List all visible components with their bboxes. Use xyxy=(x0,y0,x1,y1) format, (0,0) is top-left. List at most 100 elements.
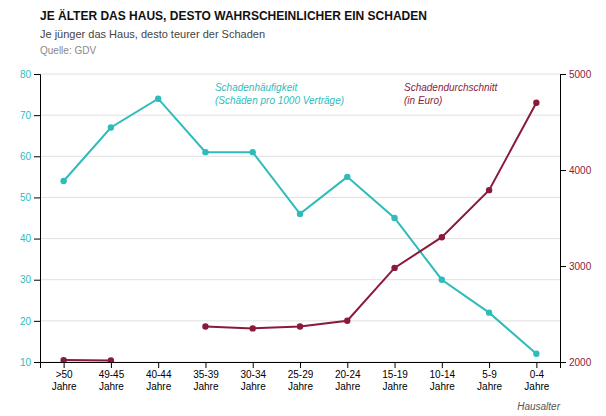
point xyxy=(108,124,114,130)
series-line xyxy=(64,103,537,361)
x-tick: 25-29Jahre xyxy=(288,362,314,392)
axis-domain xyxy=(34,75,41,363)
text-line: 49-45 xyxy=(99,369,125,380)
y-tick: 80 xyxy=(20,69,40,80)
point xyxy=(439,277,445,283)
point xyxy=(250,149,256,155)
tick-mark xyxy=(34,74,40,75)
point xyxy=(250,325,256,331)
tick-mark xyxy=(34,321,40,322)
title: JE ÄLTER DAS HAUS, DESTO WAHRSCHEINLICHE… xyxy=(40,8,427,23)
x-tick-label: 0-4Jahre xyxy=(524,369,549,392)
point xyxy=(486,187,492,193)
tick-mark xyxy=(536,362,537,368)
text-line: Jahre xyxy=(146,381,171,392)
point xyxy=(297,211,303,217)
point xyxy=(533,351,539,357)
text-line: Jahre xyxy=(241,381,266,392)
y-tick-label: 30 xyxy=(20,274,32,285)
tick-mark xyxy=(34,115,40,116)
y-tick-label: 80 xyxy=(20,69,32,80)
subtitle: Je jünger das Haus, desto teurer der Sch… xyxy=(40,28,265,40)
grid xyxy=(40,74,560,362)
x-tick: 35-39Jahre xyxy=(193,362,219,392)
axis-domain xyxy=(41,363,561,369)
tick-mark xyxy=(34,280,40,281)
point xyxy=(486,309,492,315)
x-axis: >50Jahre49-45Jahre40-44Jahre35-39Jahre30… xyxy=(41,362,561,392)
x-tick: 40-44Jahre xyxy=(146,362,172,392)
text-line: Schadenhäufigkeit xyxy=(215,82,299,93)
tick-mark xyxy=(34,362,40,363)
annotation: Schadenhäufigkeit (Schäden pro 1000 Vertr… xyxy=(215,82,344,106)
y-axis-right: 2000 3000 4000 5000 xyxy=(560,69,592,368)
text-line: (in Euro) xyxy=(404,95,442,106)
y-tick-label: 20 xyxy=(20,316,32,327)
annotation: Schadendurchschnitt(in Euro) xyxy=(404,82,499,106)
point xyxy=(391,215,397,221)
point xyxy=(202,323,208,329)
text-line: Jahre xyxy=(288,381,313,392)
tick-mark xyxy=(34,197,40,198)
x-tick: 10-14Jahre xyxy=(430,362,456,392)
x-tick-label: 40-44Jahre xyxy=(146,369,172,392)
text-line: Jahre xyxy=(524,381,549,392)
text-line: >50 xyxy=(56,369,73,380)
text-line: 0-4 xyxy=(530,369,545,380)
text-line: 35-39 xyxy=(193,369,219,380)
y2-tick-label: 2000 xyxy=(569,357,592,368)
grid-line xyxy=(40,115,560,116)
tick-mark xyxy=(253,362,254,368)
text-line: 15-19 xyxy=(382,369,408,380)
point xyxy=(344,174,350,180)
y2-tick: 4000 xyxy=(560,165,592,176)
tick-mark xyxy=(395,362,396,368)
y-tick-label: 60 xyxy=(20,151,32,162)
y-tick-label: 70 xyxy=(20,110,32,121)
point xyxy=(391,265,397,271)
text-line: (Schäden pro 1000 Verträge) xyxy=(215,95,344,106)
point xyxy=(108,357,114,362)
point xyxy=(297,323,303,329)
x-tick-label: 15-19Jahre xyxy=(382,369,408,392)
text-line: Jahre xyxy=(383,381,408,392)
tick-mark xyxy=(205,362,206,368)
text-line: 20-24 xyxy=(335,369,361,380)
y-axis-left: 10 20 30 40 50 60 70 80 xyxy=(20,69,41,368)
x-tick: 20-24Jahre xyxy=(335,362,361,392)
y2-tick: 3000 xyxy=(560,261,592,272)
x-tick-label: 30-34Jahre xyxy=(240,369,266,392)
y-tick-label: 10 xyxy=(20,357,32,368)
x-tick-label: 10-14Jahre xyxy=(430,369,456,392)
y2-tick-label: 5000 xyxy=(569,69,592,80)
text-line: 10-14 xyxy=(430,369,456,380)
point xyxy=(202,149,208,155)
y-tick: 10 xyxy=(20,357,40,368)
plot-area: >50Jahre49-45Jahre40-44Jahre35-39Jahre30… xyxy=(20,69,592,392)
y-tick-label: 40 xyxy=(20,233,32,244)
text-line: 40-44 xyxy=(146,369,172,380)
point xyxy=(439,234,445,240)
tick-mark xyxy=(347,362,348,368)
y2-tick-label: 3000 xyxy=(569,261,592,272)
y-tick: 70 xyxy=(20,110,40,121)
y2-tick: 2000 xyxy=(560,357,592,368)
y-tick: 50 xyxy=(20,192,40,203)
point xyxy=(155,95,161,101)
y-tick: 40 xyxy=(20,233,40,244)
y-tick-label: 50 xyxy=(20,192,32,203)
x-tick-label: >50Jahre xyxy=(52,369,77,392)
tick-mark xyxy=(111,362,112,368)
x-tick-label: 49-45Jahre xyxy=(99,369,125,392)
text-line: Jahre xyxy=(477,381,502,392)
grid-line xyxy=(40,238,560,239)
tick-mark xyxy=(34,239,40,240)
point xyxy=(60,357,66,362)
grid-line xyxy=(40,156,560,157)
y-tick: 60 xyxy=(20,151,40,162)
tick-mark xyxy=(34,156,40,157)
x-tick-label: 5-9Jahre xyxy=(477,369,502,392)
series-line xyxy=(64,99,537,354)
y-tick: 30 xyxy=(20,274,40,285)
x-tick-label: 20-24Jahre xyxy=(335,369,361,392)
